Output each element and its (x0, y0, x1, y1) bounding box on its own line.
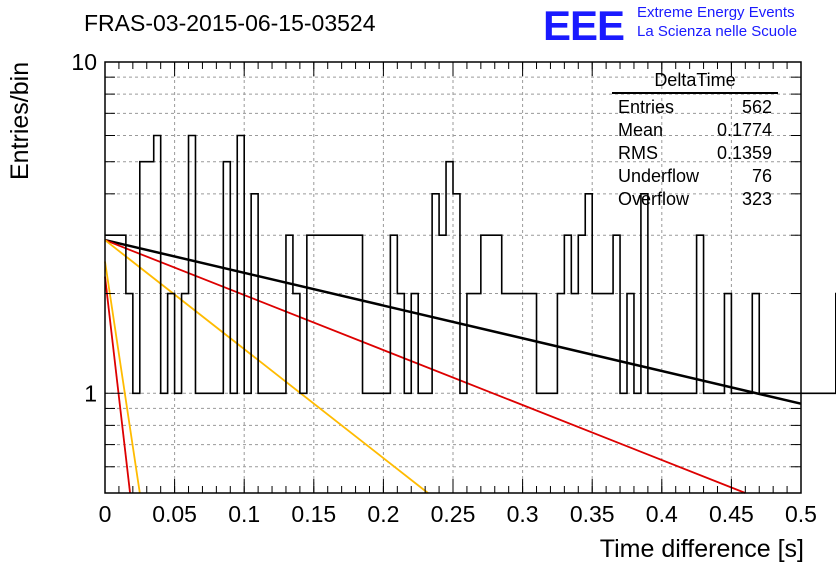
fit-line (104, 261, 141, 494)
axis-ticks (104, 61, 802, 494)
x-tick-label: 0.3 (507, 501, 539, 527)
y-tick-label: 1 (84, 380, 97, 406)
fit-line (104, 276, 131, 494)
stats-title: DeltaTime (612, 70, 778, 94)
stats-label: Overflow (618, 189, 690, 209)
x-tick-label: 0.4 (646, 501, 678, 527)
stats-row: RMS 0.1359 (612, 142, 778, 165)
fit-line (104, 238, 802, 405)
x-tick-label: 0.05 (152, 501, 197, 527)
chart-title: FRAS-03-2015-06-15-03524 (84, 10, 376, 36)
x-tick-label: 0 (99, 501, 112, 527)
stats-label: RMS (618, 143, 658, 163)
stats-label: Entries (618, 97, 675, 117)
histogram-series (105, 134, 836, 395)
stats-value: 76 (751, 166, 772, 186)
stats-value: 562 (741, 97, 772, 117)
y-tick-label: 10 (71, 49, 97, 75)
stats-box: DeltaTime Entries 562 Mean 0.1774 RMS 0.135… (612, 70, 778, 211)
stats-row: Overflow 323 (612, 188, 778, 211)
stats-value: 0.1774 (716, 120, 772, 140)
stats-label: Mean (618, 120, 664, 140)
x-tick-label: 0.5 (785, 501, 817, 527)
x-tick-label: 0.25 (431, 501, 476, 527)
x-tick-label: 0.15 (291, 501, 336, 527)
tick-labels: 0 0.05 0.1 0.15 0.2 0.25 0.3 0.35 0.4 0.45 0.5 1 10 (71, 49, 817, 527)
stats-row: Mean 0.1774 (612, 119, 778, 142)
stats-row: Entries 562 (612, 96, 778, 119)
x-tick-label: 0.2 (367, 501, 399, 527)
x-tick-label: 0.45 (709, 501, 754, 527)
x-tick-label: 0.35 (570, 501, 615, 527)
logo-line-2: La Scienza nelle Scuole (637, 23, 798, 40)
histogram-line (105, 134, 836, 395)
stats-label: Underflow (618, 166, 700, 186)
x-tick-label: 0.1 (228, 501, 260, 527)
stats-value: 323 (741, 189, 772, 209)
fit-line (104, 239, 429, 494)
x-axis-label: Time difference [s] (599, 535, 804, 563)
stats-value: 0.1359 (716, 143, 772, 163)
logo-line-1: Extreme Energy Events (637, 4, 795, 21)
stats-row: Underflow 76 (612, 165, 778, 188)
fit-curves (104, 238, 802, 494)
y-axis-label: Entries/bin (6, 61, 34, 180)
fit-line (104, 239, 746, 494)
logo-mark: EEE (543, 2, 625, 49)
